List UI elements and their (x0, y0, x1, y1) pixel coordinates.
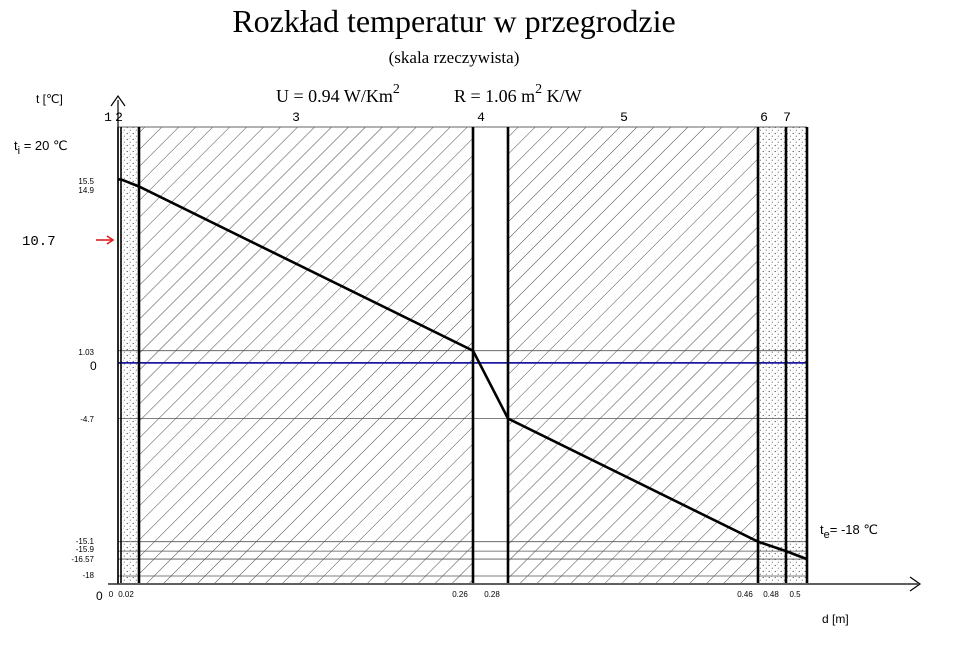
axis-labels: 1 2 3 4 5 6 7 0 0.02 0.26 0.28 0.46 0.48 0.5 15.514.9 1… (71, 110, 801, 599)
wall-layer-6 (758, 127, 786, 583)
wall-layer-3 (139, 127, 473, 583)
wall-layer-2 (121, 127, 139, 583)
layer-number: 3 (292, 110, 300, 125)
x-tick-label: 0.26 (452, 590, 468, 599)
x-tick-label: 0.5 (789, 590, 801, 599)
temperature-guides (118, 350, 807, 577)
r-value-label: R = 1.06 m2 K/W (454, 82, 582, 106)
x-tick-label: 0 (109, 590, 114, 599)
layer-number: 1 (104, 110, 112, 125)
wall-layer-7 (786, 127, 807, 583)
layer-number: 4 (477, 110, 485, 125)
wall-layer-4 (473, 127, 508, 583)
layer-number: 2 (115, 110, 123, 125)
x-axis-label: d [m] (822, 612, 849, 626)
y-tick-label: -4.7 (80, 415, 94, 424)
marker-value-label: 10.7 (22, 234, 56, 250)
y-tick-label: 1.03 (78, 348, 94, 357)
x-tick-label: 0.46 (737, 590, 753, 599)
y-axis-label: t [℃] (36, 92, 63, 106)
layer-number: 6 (760, 110, 768, 125)
y-tick-label: 15.5 (78, 177, 94, 186)
origin-label: 0 (96, 589, 103, 603)
y-tick-label: 14.9 (78, 186, 94, 195)
y-tick-label: -18 (82, 571, 94, 580)
x-tick-label: 0.02 (118, 590, 134, 599)
y-tick-label: -15.9 (76, 545, 95, 554)
diagram-subtitle: (skala rzeczywista) (389, 48, 520, 67)
internal-temperature-label: ti = 20 ℃ (14, 138, 68, 157)
y-axis-arrow-icon (110, 94, 126, 107)
u-value-label: U = 0.94 W/Km2 (276, 82, 400, 106)
y-tick-label: -15.1 (76, 537, 95, 546)
x-axis-arrow-icon (909, 576, 922, 592)
zero-tick-label: 0 (90, 359, 97, 373)
layer-number: 7 (783, 110, 791, 125)
x-tick-label: 0.48 (763, 590, 779, 599)
wall-layer-1 (118, 127, 121, 583)
layer-number: 5 (620, 110, 628, 125)
wall-layers (118, 126, 807, 583)
x-tick-label: 0.28 (484, 590, 500, 599)
wall-layer-5 (508, 127, 758, 583)
temperature-profile-line (118, 178, 808, 561)
y-tick-label: -16.57 (71, 555, 94, 564)
marker-arrow-icon (96, 235, 115, 245)
external-temperature-label: te= -18 ℃ (820, 522, 878, 541)
diagram-title: Rozkład temperatur w przegrodzie (232, 3, 675, 39)
